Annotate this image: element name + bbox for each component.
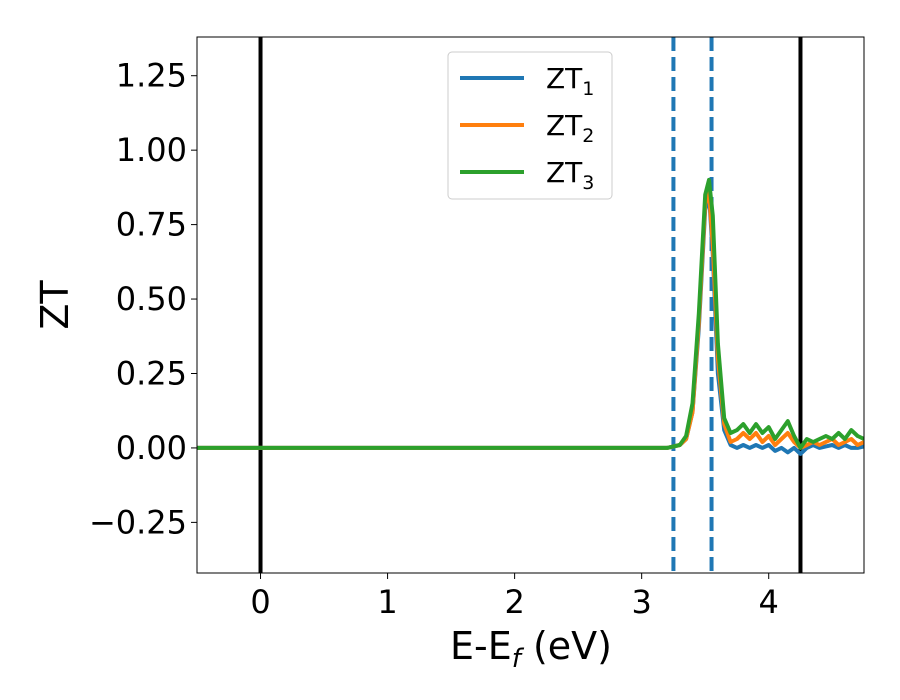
y-tick-label-0: −0.25	[89, 503, 187, 541]
ticks: 0 1 2 3 4 −0.25 0.00 0.25 0.50 0.75 1.00 1.25	[89, 57, 779, 621]
plot-area	[197, 37, 864, 573]
legend-box	[447, 51, 613, 200]
x-axis-label: E-Ef (eV)	[450, 624, 612, 674]
x-tick-label-0: 0	[250, 583, 270, 621]
legend-label-zt1: ZT1	[546, 62, 594, 100]
y-axis-label: ZT	[33, 280, 77, 330]
series-line-zt1	[197, 192, 864, 456]
y-tick-label-5: 1.00	[116, 131, 187, 169]
legend-label-zt2: ZT2	[546, 109, 594, 147]
series-line-zt2	[197, 189, 864, 450]
series-line-zt3	[197, 177, 864, 450]
x-tick-label-3: 3	[631, 583, 651, 621]
legend: ZT1 ZT2 ZT3	[447, 51, 613, 200]
y-tick-label-2: 0.25	[116, 354, 187, 392]
legend-label-zt3: ZT3	[546, 156, 594, 194]
x-tick-label-1: 1	[377, 583, 397, 621]
x-axis-label-unit: (eV)	[521, 624, 612, 668]
y-tick-label-4: 0.75	[116, 206, 187, 244]
plot-clipped-group	[197, 37, 864, 573]
axes-frame	[196, 36, 865, 574]
x-axis-label-main: E-E	[450, 624, 512, 668]
x-tick-label-4: 4	[759, 583, 779, 621]
y-tick-label-6: 1.25	[116, 57, 187, 95]
x-tick-label-2: 2	[504, 583, 524, 621]
y-tick-label-3: 0.50	[116, 280, 187, 318]
y-tick-label-1: 0.00	[116, 429, 187, 467]
